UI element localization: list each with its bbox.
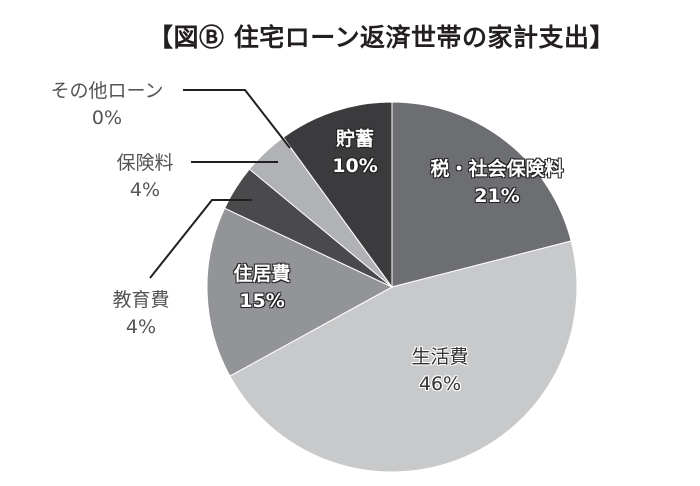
label-living-pct: 46%: [418, 373, 462, 395]
pie-slice-0: [391, 101, 572, 288]
label-tax-pct: 21%: [474, 185, 520, 207]
leader-line-other-loan: [183, 89, 291, 149]
label-other-loan-pct: 0%: [91, 107, 123, 129]
label-education: 教育費 4%: [100, 287, 182, 341]
label-housing: 住居費 15%: [222, 261, 302, 315]
label-living-name: 生活費: [411, 346, 469, 368]
pie-slice-6: [282, 101, 393, 289]
pie-slice-2: [206, 207, 394, 377]
leader-line-education: [149, 199, 252, 279]
leader-lines: [149, 89, 291, 279]
pie-slices: [206, 101, 578, 473]
label-insurance-name: 保険料: [116, 152, 174, 174]
pie-slice-1: [229, 240, 578, 473]
label-insurance-pct: 4%: [129, 179, 161, 201]
label-housing-pct: 15%: [239, 290, 285, 312]
label-tax: 税・社会保険料 21%: [412, 156, 582, 210]
label-insurance: 保険料 4%: [104, 150, 186, 204]
label-education-name: 教育費: [112, 289, 170, 311]
label-savings-name: 貯蓄: [335, 128, 374, 150]
label-other-loan: その他ローン 0%: [36, 78, 178, 132]
chart-title: 【図Ⓑ 住宅ローン返済世帯の家計支出】: [148, 23, 615, 52]
label-education-pct: 4%: [125, 316, 157, 338]
label-savings: 貯蓄 10%: [320, 126, 390, 180]
label-tax-name: 税・社会保険料: [430, 158, 564, 180]
label-other-loan-name: その他ローン: [50, 80, 164, 102]
label-savings-pct: 10%: [332, 155, 378, 177]
label-housing-name: 住居費: [233, 263, 291, 285]
label-living: 生活費 46%: [395, 344, 485, 398]
